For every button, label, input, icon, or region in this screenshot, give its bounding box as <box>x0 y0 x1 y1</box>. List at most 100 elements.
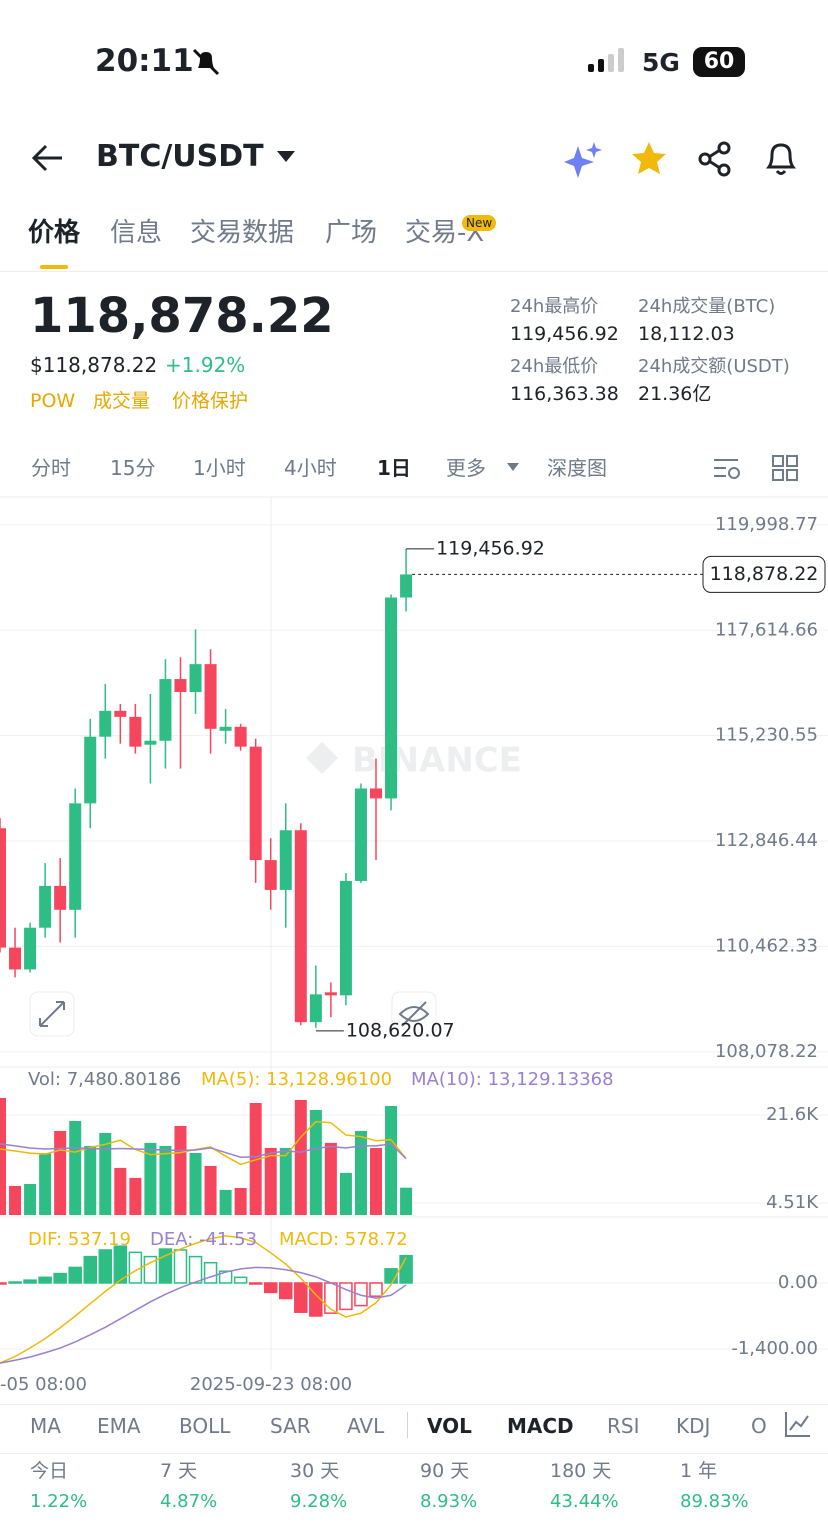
x-tick-label: -05 08:00 <box>0 1374 87 1395</box>
indicator-tab[interactable]: KDJ <box>676 1414 711 1438</box>
period-change: 8.93% <box>420 1491 478 1512</box>
separator <box>407 1412 408 1438</box>
tab[interactable]: 信息 <box>110 218 163 248</box>
candle-body <box>39 885 52 928</box>
volume-bar <box>174 1125 187 1215</box>
watermark: BINANCE <box>306 741 522 781</box>
macd-bar <box>399 1254 413 1284</box>
volume-bar <box>324 1142 337 1215</box>
more-dropdown[interactable] <box>506 462 520 472</box>
interval[interactable]: 深度图 <box>547 456 607 480</box>
volume-bar <box>24 1183 37 1215</box>
volume-bar <box>39 1152 52 1215</box>
usd-price: $118,878.22 <box>30 353 158 377</box>
macd-bar <box>38 1276 52 1284</box>
candle-body <box>370 788 382 799</box>
x-tick-label: 2025-09-23 08:00 <box>190 1374 352 1395</box>
macd-bar <box>173 1249 188 1284</box>
candle-body <box>69 803 82 910</box>
candle-body <box>249 746 262 861</box>
candle-body <box>54 885 67 910</box>
indicator-settings[interactable] <box>784 1410 812 1438</box>
pair-title[interactable]: BTC/USDT <box>96 139 264 174</box>
candle-body <box>234 726 247 747</box>
candle-body <box>84 736 97 804</box>
ai-icon[interactable] <box>562 140 604 180</box>
indicator-tab[interactable]: EMA <box>97 1414 141 1438</box>
indicator-tab[interactable]: RSI <box>607 1414 640 1438</box>
ma10-line <box>0 1143 407 1160</box>
interval[interactable]: 15分 <box>110 456 156 480</box>
period: 30 天 <box>290 1460 340 1482</box>
volume-bar <box>54 1130 67 1215</box>
candle-body <box>385 597 398 799</box>
layout-icon[interactable] <box>772 455 798 481</box>
macd-legend: DIF: 537.19 <box>28 1229 131 1250</box>
interval[interactable]: 1日 <box>377 456 411 480</box>
settings-icon[interactable] <box>712 456 742 482</box>
candle-body <box>400 574 413 598</box>
macd-bar <box>203 1261 218 1284</box>
last-price: 118,878.22 <box>30 288 334 344</box>
watermark-text: BINANCE <box>352 741 522 781</box>
candle-body <box>9 947 22 970</box>
signal-icon <box>588 48 624 72</box>
expand-button[interactable] <box>29 991 75 1037</box>
macd-bar <box>248 1282 263 1285</box>
share-icon[interactable] <box>697 141 733 177</box>
volume-bar <box>234 1187 247 1215</box>
candle-body <box>24 927 37 970</box>
macd-bar <box>53 1272 67 1284</box>
macd-bar <box>8 1281 22 1284</box>
volume-bar <box>370 1147 382 1215</box>
macd-bar <box>279 1282 293 1300</box>
volume-bar <box>354 1130 367 1215</box>
candle-body <box>204 664 217 729</box>
indicator-tab[interactable]: BOLL <box>179 1414 231 1438</box>
indicator-tab[interactable]: SAR <box>270 1414 311 1438</box>
tag[interactable]: 成交量 <box>93 390 151 412</box>
tag[interactable]: 价格保护 <box>172 390 249 412</box>
tag[interactable]: POW <box>30 390 76 412</box>
tab[interactable]: 交易数据 <box>190 218 295 248</box>
candle-body <box>129 716 142 747</box>
back-button[interactable] <box>30 142 66 174</box>
candle-body <box>0 828 6 948</box>
hide-button[interactable] <box>391 991 437 1037</box>
interval[interactable]: 1小时 <box>193 456 246 480</box>
indicator-tab[interactable]: VOL <box>427 1414 472 1438</box>
favorite-star[interactable] <box>630 140 668 176</box>
divider <box>0 1404 828 1405</box>
candle-body <box>174 679 187 692</box>
y-tick-label: 0.00 <box>778 1272 818 1293</box>
interval[interactable]: 4小时 <box>284 456 337 480</box>
macd-bar <box>143 1255 158 1284</box>
alert-bell[interactable] <box>763 139 799 177</box>
volume-bar <box>400 1187 413 1215</box>
macd-legend: MACD: 578.72 <box>279 1229 408 1250</box>
period-change: 89.83% <box>680 1491 749 1512</box>
indicator-tab[interactable]: MACD <box>507 1414 574 1438</box>
period: 1 年 <box>680 1460 718 1482</box>
indicator-tab[interactable]: AVL <box>347 1414 385 1438</box>
tab[interactable]: 广场 <box>325 218 378 248</box>
period-change: 1.22% <box>30 1491 88 1512</box>
stat-label: 24h最高价 <box>510 296 599 317</box>
macd-bar <box>188 1255 203 1284</box>
macd-bar <box>263 1282 278 1294</box>
indicator-tab[interactable]: O <box>751 1414 767 1438</box>
interval[interactable]: 更多 <box>446 456 486 480</box>
indicator-tab[interactable]: MA <box>30 1414 61 1438</box>
period: 今日 <box>30 1460 69 1482</box>
battery: 60 <box>693 47 745 77</box>
pair-dropdown[interactable] <box>276 150 296 164</box>
candle-body <box>219 726 232 731</box>
candle-body <box>159 679 172 741</box>
new-badge: New <box>462 215 497 231</box>
macd-bar <box>113 1245 128 1284</box>
last-price-box <box>702 555 826 593</box>
tab-indicator <box>40 265 68 269</box>
interval[interactable]: 分时 <box>31 456 71 480</box>
tab[interactable]: 价格 <box>28 218 81 248</box>
